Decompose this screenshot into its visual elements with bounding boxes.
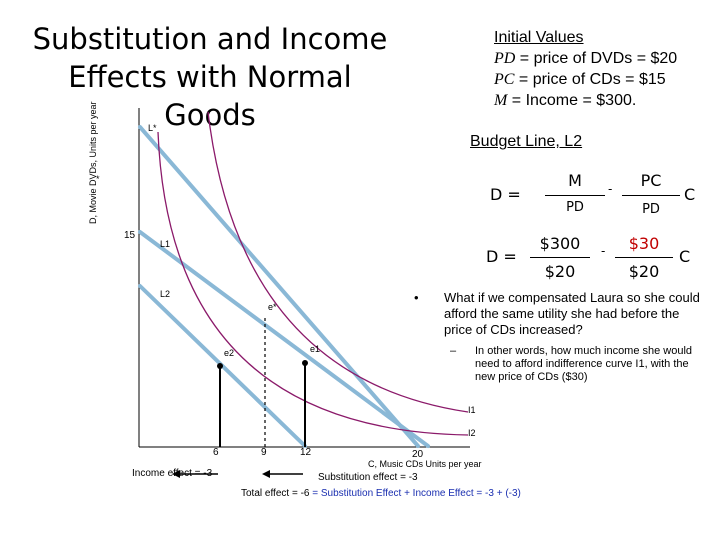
equation-2-lhs: D = (486, 247, 517, 266)
substitution-effect-arrowhead (262, 470, 270, 478)
equation-2-operator: - (601, 244, 606, 258)
total-effect-formula: = Substitution Effect + Income Effect = … (312, 488, 521, 499)
label-l1: L1 (160, 239, 171, 249)
bullet-icon: • (414, 290, 419, 305)
x-tick-6: 6 (213, 447, 219, 458)
budget-line-heading: Budget Line, L2 (470, 133, 583, 150)
equation-1-fraction-bar-1 (545, 195, 605, 196)
label-l-star: L* (148, 123, 157, 133)
label-l2: L2 (160, 289, 171, 299)
y-tick-15: 15 (124, 230, 136, 241)
equation-2-var: C (679, 247, 691, 266)
label-e2: e2 (224, 348, 235, 358)
x-tick-9: 9 (261, 447, 267, 458)
page-title: Substitution and Income Effects with Nor… (32, 22, 388, 132)
total-effect-value: Total effect = -6 (241, 488, 310, 499)
label-y-small-mark: * (96, 174, 100, 184)
label-i1: I1 (468, 405, 476, 415)
initial-values-line-pc: PC = price of CDs = $15 (494, 71, 666, 88)
point-e2 (217, 363, 223, 369)
equation-1-den2: PD (642, 202, 660, 217)
equation-1-fraction-bar-2 (622, 195, 680, 196)
equation-1-var: C (684, 185, 696, 204)
equation-2-den2: $20 (628, 262, 660, 281)
initial-values-heading: Initial Values (494, 29, 584, 46)
equation-2-den1: $20 (544, 262, 576, 281)
equation-1-num2: PC (640, 171, 662, 190)
point-e1 (302, 360, 308, 366)
note-box: • What if we compensated Laura so she co… (410, 285, 710, 390)
equation-1-lhs: D = (490, 185, 521, 204)
equation-1-den1: PD (566, 200, 584, 215)
note-question: What if we compensated Laura so she coul… (444, 290, 700, 337)
equation-1-operator: - (608, 182, 613, 196)
equation-2-fraction-bar-1 (530, 257, 590, 258)
dash-icon: – (450, 345, 457, 357)
budget-line-l1 (138, 230, 430, 448)
equation-1-num1: M (568, 171, 582, 190)
indifference-curve-i1 (207, 111, 469, 413)
x-tick-20: 20 (412, 449, 424, 460)
x-axis-label: C, Music CDs Units per year (368, 459, 482, 469)
income-effect-label: Income effect = -3 (132, 468, 213, 479)
label-e1: e1 (310, 344, 321, 354)
label-i2: I2 (468, 428, 476, 438)
indifference-curve-i2 (157, 131, 469, 436)
budget-line-l-star (138, 125, 420, 448)
x-tick-12: 12 (300, 447, 312, 458)
label-e-star: e* (268, 302, 277, 312)
initial-values: Initial Values PD = price of DVDs = $20 … (494, 27, 677, 111)
initial-values-line-pd: PD = price of DVDs = $20 (494, 50, 678, 67)
initial-values-line-m: M = Income = $300. (494, 92, 637, 109)
total-effect-label: Total effect = -6 = Substitution Effect … (241, 488, 521, 499)
budget-lines (138, 125, 430, 448)
equation-2-num2: $30 (628, 234, 660, 253)
note-explanation: In other words, how much income she woul… (475, 345, 693, 383)
equation-2-fraction-bar-2 (615, 257, 673, 258)
income-effect-arrowhead (172, 470, 180, 478)
equation-2-num1: $300 (539, 234, 581, 253)
substitution-effect-label: Substitution effect = -3 (318, 472, 418, 483)
